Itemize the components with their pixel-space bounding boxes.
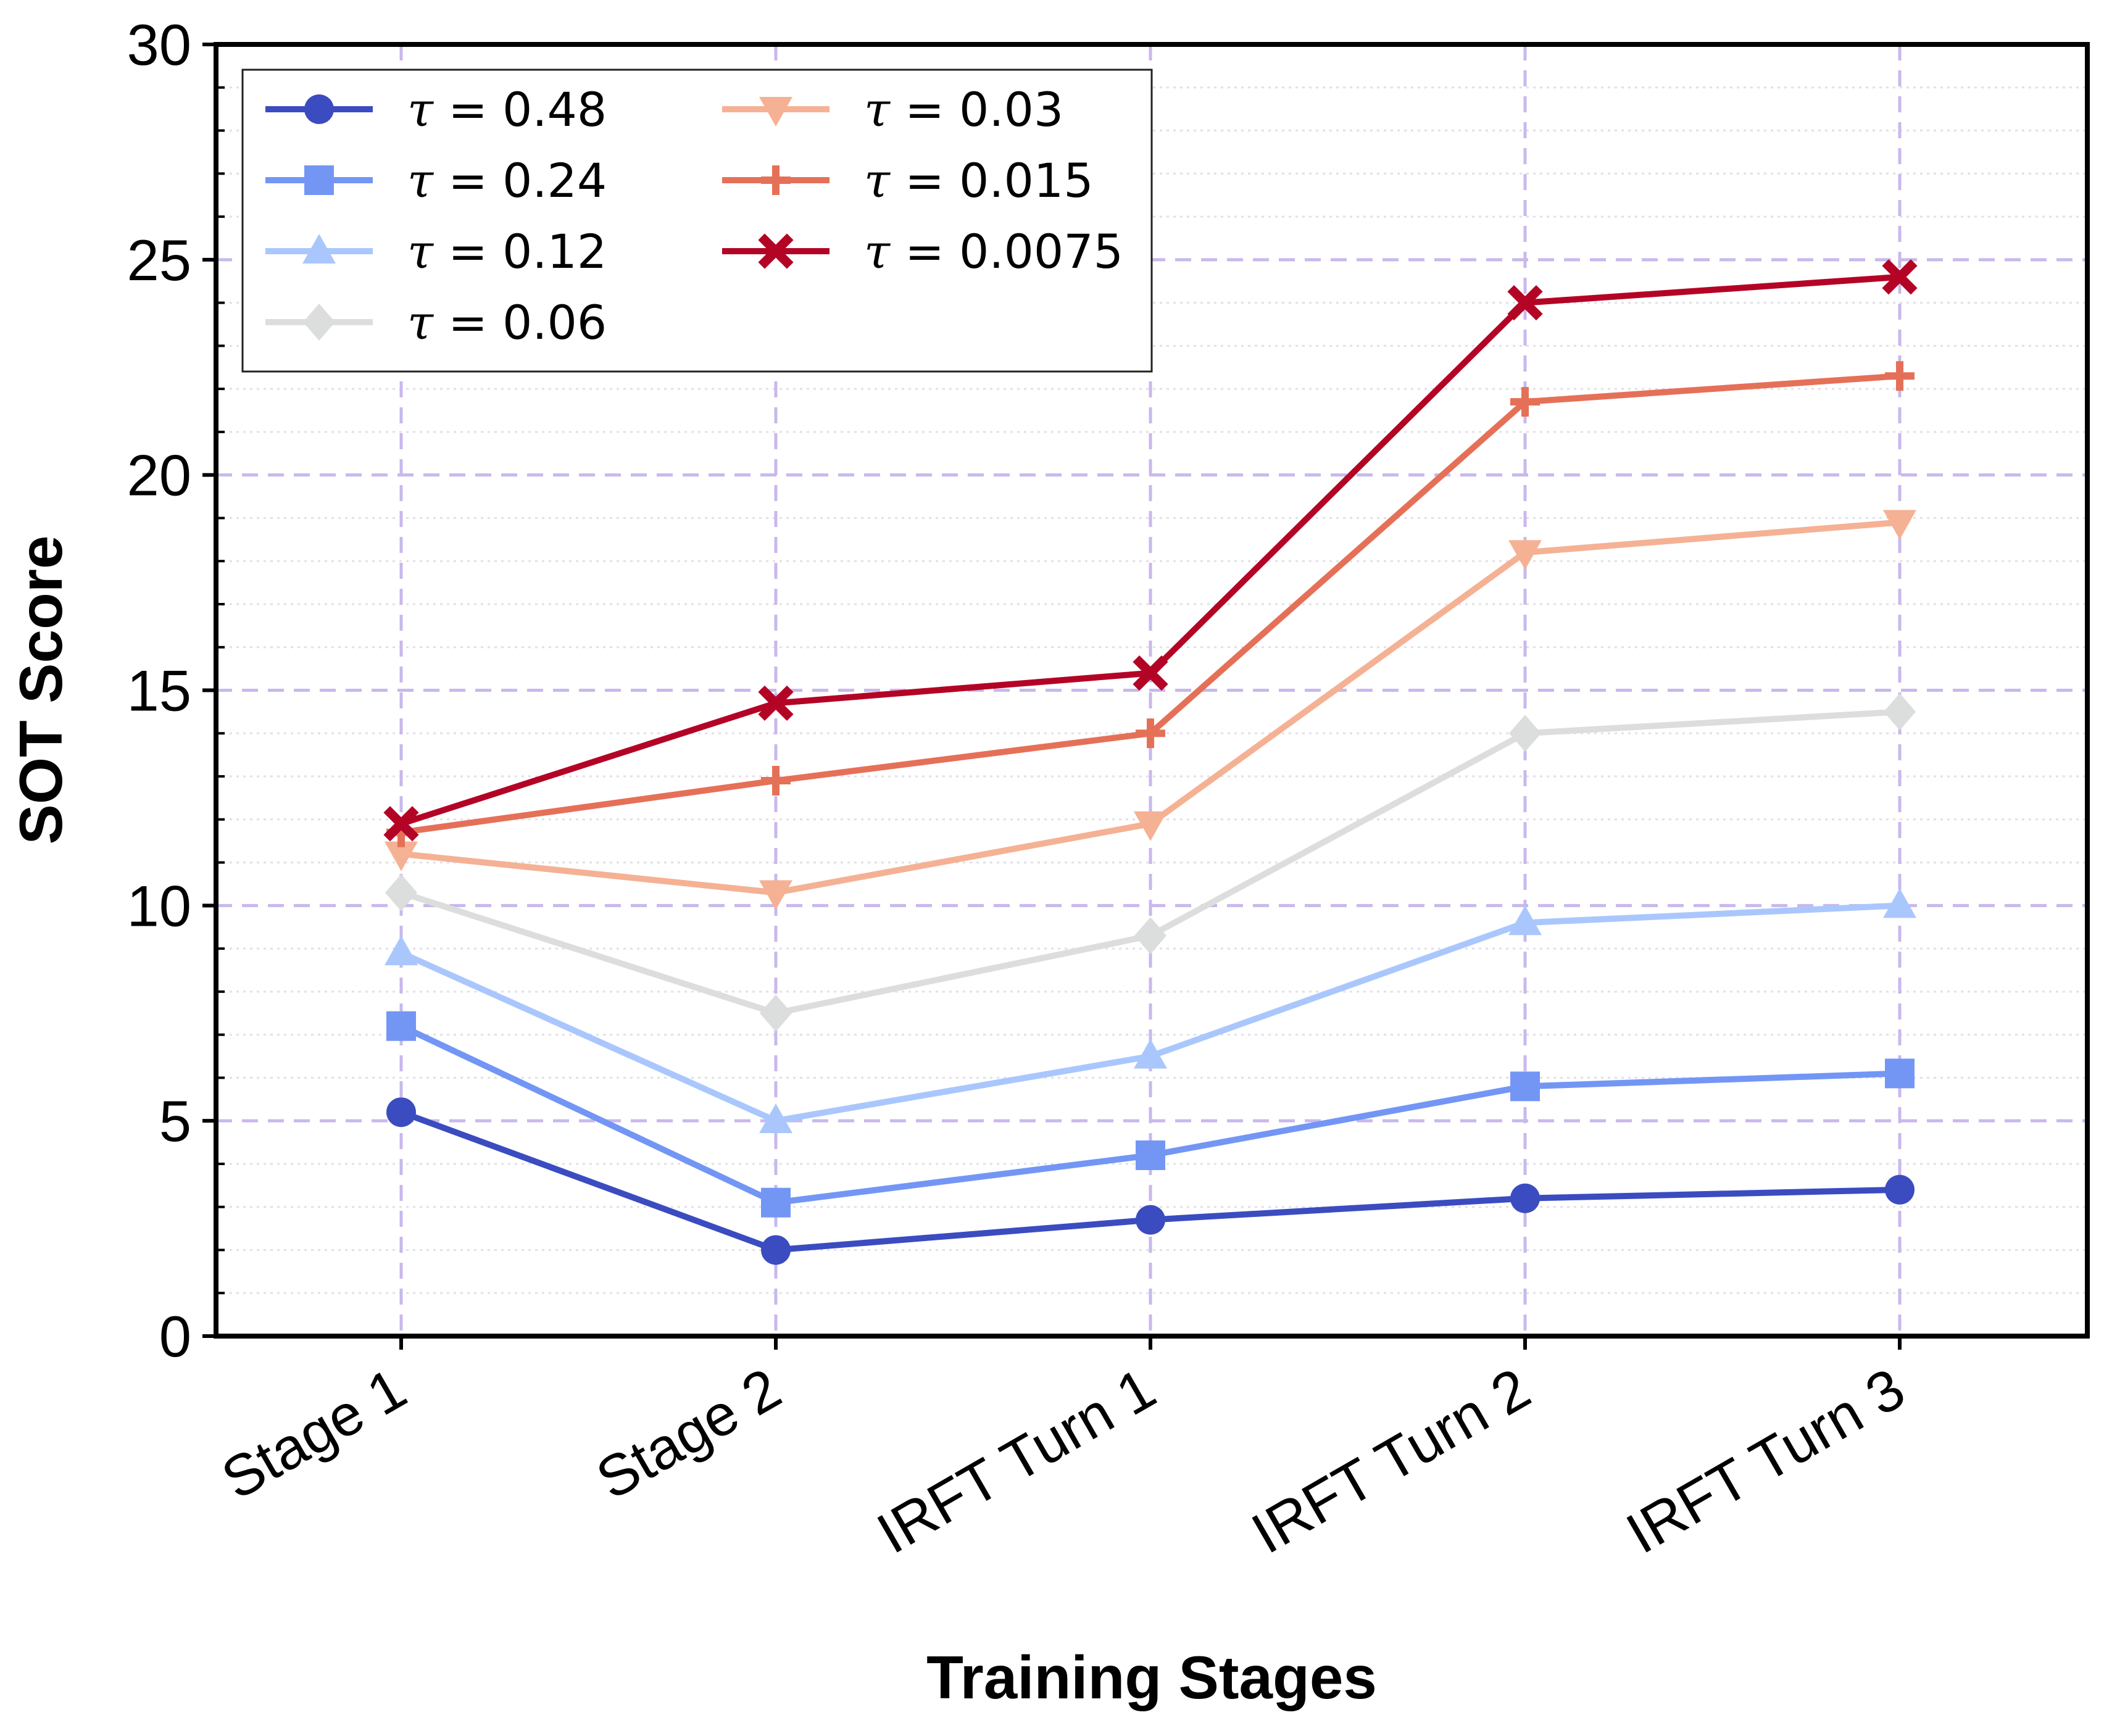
- legend-item: τ = 0.0075: [722, 224, 1123, 279]
- data-point-triangle-up: [1508, 905, 1542, 936]
- data-point-triangle-up: [1883, 888, 1916, 918]
- x-tick-label: Stage 2: [586, 1355, 791, 1511]
- data-point-diamond: [385, 874, 417, 912]
- data-point-square: [1885, 1058, 1915, 1089]
- series-x: [383, 259, 1918, 842]
- legend-item: τ = 0.06: [265, 295, 607, 350]
- data-point-triangle-up: [1134, 1039, 1167, 1069]
- series-circle: [386, 1097, 1915, 1265]
- data-point-triangle-up: [759, 1103, 792, 1134]
- data-point-plus: [1136, 718, 1165, 749]
- data-point-diamond: [1134, 917, 1166, 955]
- legend-box: [241, 69, 1153, 373]
- x-tick-label: Stage 1: [211, 1355, 417, 1511]
- data-point-circle: [1885, 1174, 1915, 1205]
- series-lines: [383, 259, 1918, 1265]
- data-point-square: [1510, 1071, 1540, 1102]
- data-point-circle: [761, 1235, 791, 1265]
- series-triangle-up: [385, 888, 1916, 1134]
- legend-marker-plus: [761, 165, 791, 195]
- series-diamond: [385, 693, 1916, 1032]
- data-point-triangle-up: [385, 936, 418, 966]
- data-point-x: [1133, 655, 1168, 691]
- series-triangle-down: [385, 510, 1916, 910]
- legend-label: τ = 0.06: [407, 295, 607, 350]
- data-point-plus: [1885, 361, 1915, 391]
- data-point-circle: [1136, 1205, 1165, 1235]
- legend-item: τ = 0.12: [265, 224, 607, 279]
- y-tick-label: 20: [127, 443, 191, 508]
- legend-item: τ = 0.48: [265, 82, 607, 137]
- data-point-diamond: [1509, 715, 1541, 752]
- data-point-x: [1882, 259, 1918, 295]
- data-point-circle: [386, 1097, 416, 1128]
- data-point-circle: [1510, 1183, 1540, 1213]
- data-point-diamond: [760, 994, 792, 1032]
- data-point-plus: [761, 766, 791, 796]
- legend-marker-circle: [304, 94, 334, 124]
- legend-label: τ = 0.12: [407, 224, 607, 279]
- legend-label: τ = 0.48: [407, 82, 607, 137]
- legend-item: τ = 0.03: [722, 82, 1063, 137]
- legend-item: τ = 0.24: [265, 153, 607, 208]
- y-tick-label: 10: [127, 873, 191, 938]
- legend-label: τ = 0.0075: [864, 224, 1123, 279]
- data-point-triangle-down: [1508, 540, 1542, 570]
- legend-marker-x: [758, 233, 794, 269]
- y-tick-label: 25: [127, 228, 191, 293]
- y-tick-label: 15: [127, 658, 191, 723]
- x-axis-title: Training Stages: [926, 1643, 1377, 1711]
- data-point-x: [1507, 284, 1543, 321]
- data-point-diamond: [1884, 693, 1916, 731]
- data-point-square: [761, 1187, 791, 1218]
- data-point-triangle-down: [385, 841, 418, 871]
- data-point-x: [758, 685, 794, 721]
- legend: τ = 0.48 τ = 0.24 τ = 0.12 τ = 0.06 τ = 0.03…: [241, 69, 1153, 373]
- data-point-x: [383, 806, 419, 842]
- legend-label: τ = 0.015: [864, 153, 1094, 208]
- y-axis-title: SOT Score: [7, 535, 75, 844]
- legend-label: τ = 0.24: [407, 153, 607, 208]
- data-point-square: [1136, 1140, 1165, 1170]
- y-tick-label: 0: [159, 1304, 191, 1369]
- series-square: [386, 1011, 1915, 1218]
- x-tick-label: IRFT Turn 3: [1616, 1355, 1915, 1566]
- data-point-triangle-down: [1134, 811, 1167, 841]
- x-tick-label: IRFT Turn 2: [1241, 1355, 1541, 1566]
- data-point-triangle-down: [1883, 510, 1916, 540]
- data-point-square: [386, 1011, 416, 1041]
- y-tick-label: 5: [159, 1089, 191, 1153]
- legend-label: τ = 0.03: [864, 82, 1063, 137]
- legend-marker-square: [304, 165, 334, 195]
- data-point-plus: [1510, 387, 1540, 417]
- y-tick-label: 30: [127, 12, 191, 77]
- x-tick-label: IRFT Turn 1: [867, 1355, 1166, 1566]
- legend-marker-triangle-up: [302, 234, 336, 264]
- legend-marker-diamond: [303, 304, 335, 341]
- legend-item: τ = 0.015: [722, 153, 1094, 208]
- data-point-triangle-down: [759, 880, 792, 910]
- legend-marker-triangle-down: [759, 97, 792, 127]
